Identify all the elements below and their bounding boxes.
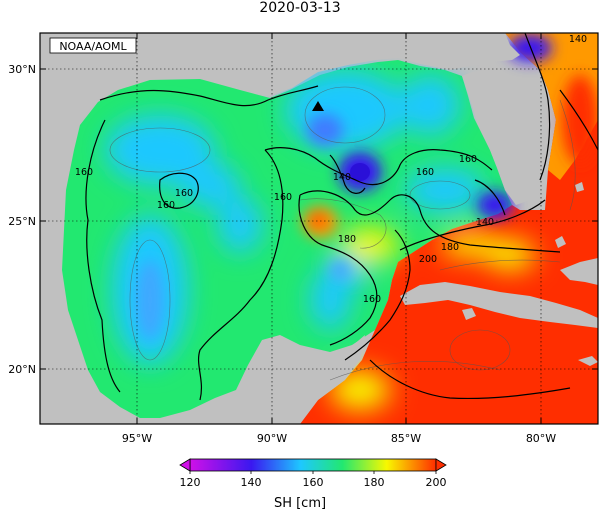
colorbar-max-arrow <box>435 458 447 472</box>
lat-label: 20°N <box>8 363 36 376</box>
colorbar-tick-label: 200 <box>426 476 447 489</box>
contour-label: 160 <box>459 154 477 165</box>
sh-color-field <box>105 70 535 410</box>
station-marker-triangle <box>312 101 324 111</box>
contour-label: 160 <box>175 188 193 199</box>
contour-label: 140 <box>569 34 587 45</box>
lon-label: 90°W <box>257 432 287 445</box>
contour-label: 140 <box>333 172 351 183</box>
contour-label: 160 <box>157 200 175 211</box>
lat-label: 25°N <box>8 215 36 228</box>
land-masses <box>40 33 598 424</box>
thin-contours <box>109 86 576 381</box>
credit-label: NOAA/AOML <box>59 40 127 53</box>
lon-label: 80°W <box>526 432 556 445</box>
colorbar-ramp <box>189 458 437 472</box>
colorbar-units-label: SH [cm] <box>273 496 327 511</box>
map-title: 2020-03-13 <box>259 0 341 16</box>
contour-label: 160 <box>416 167 434 178</box>
colorbar-tick-label: 160 <box>303 476 324 489</box>
colorbar: 120 140 160 180 200 <box>179 458 447 489</box>
colorbar-tick-label: 120 <box>180 476 201 489</box>
lat-label: 30°N <box>8 63 36 76</box>
lon-label: 95°W <box>122 432 152 445</box>
credit-box <box>49 37 137 54</box>
contours <box>85 33 598 401</box>
frame-ticks <box>40 33 598 424</box>
colorbar-tick-label: 140 <box>241 476 262 489</box>
graticule <box>40 33 598 424</box>
colorbar-min-arrow <box>179 458 191 472</box>
eddy-core <box>350 163 370 181</box>
colorbar-tick-label: 180 <box>364 476 385 489</box>
lon-label: 85°W <box>391 432 421 445</box>
contour-label: 200 <box>419 254 437 265</box>
contour-label: 180 <box>441 242 459 253</box>
contour-label: 160 <box>75 167 93 178</box>
contour-label: 180 <box>338 234 356 245</box>
contour-label: 140 <box>476 217 494 228</box>
map-frame <box>39 32 599 425</box>
contour-label: 160 <box>274 192 292 203</box>
contour-label-group: 160 160 160 160 160 160 180 180 200 140 … <box>75 34 587 305</box>
contour-label: 160 <box>363 294 381 305</box>
